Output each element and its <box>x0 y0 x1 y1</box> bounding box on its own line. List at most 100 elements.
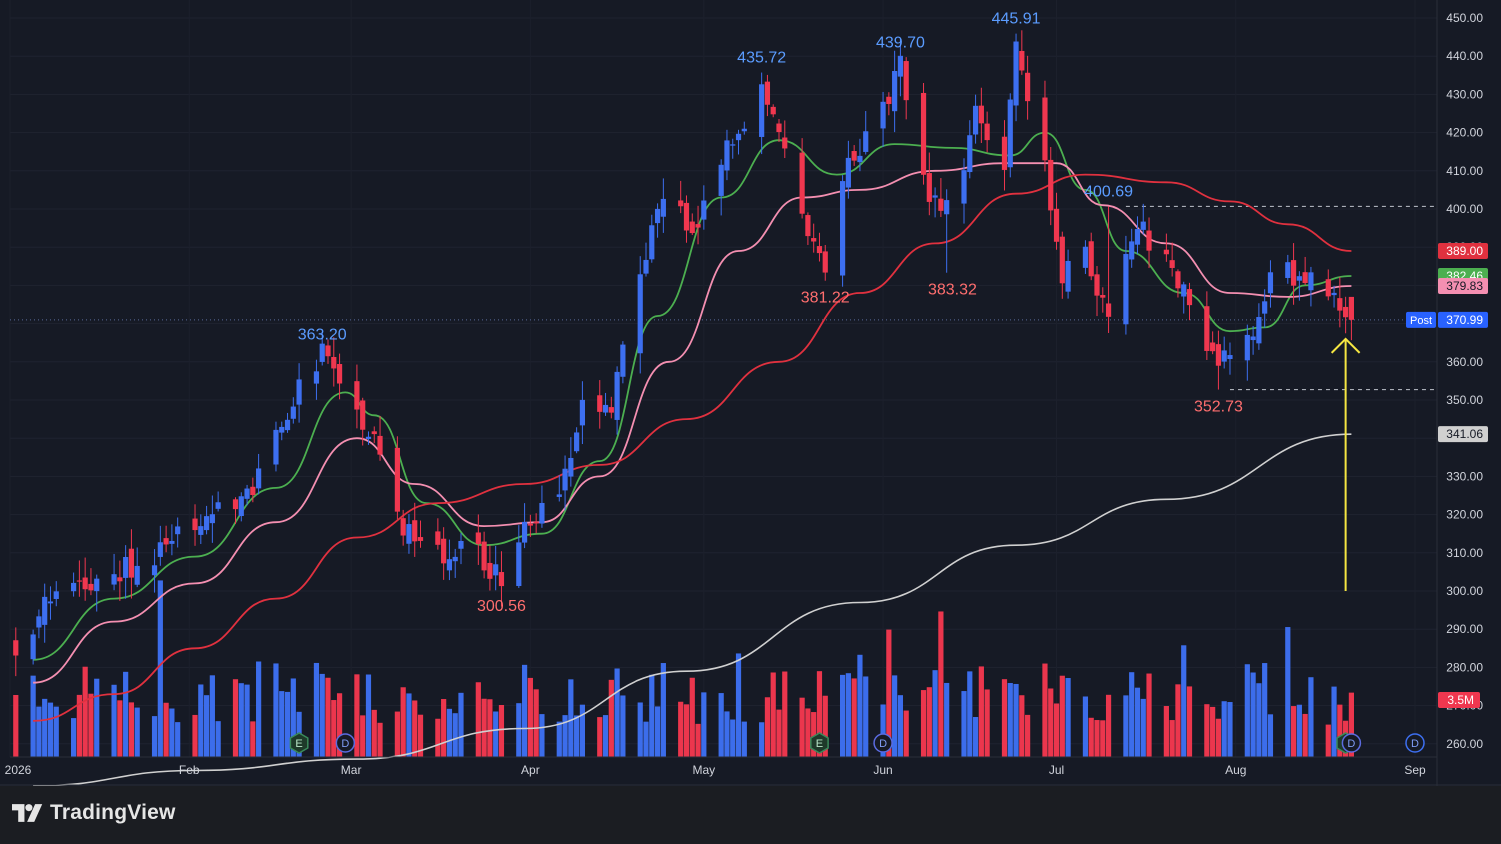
candle <box>1059 231 1065 299</box>
candle <box>371 426 377 444</box>
candle <box>198 514 204 545</box>
time-axis-label: Sep <box>1404 763 1426 777</box>
volume-bar <box>354 674 360 757</box>
candle <box>244 484 250 506</box>
candle <box>978 87 984 143</box>
price-axis-tick-label: 280.00 <box>1446 660 1483 674</box>
volume-bar <box>88 693 94 757</box>
candle <box>839 175 846 287</box>
footer <box>0 786 1501 844</box>
earnings-marker-label: E <box>295 738 302 750</box>
dividend-marker[interactable]: D <box>335 733 356 753</box>
volume-bar <box>1140 698 1146 757</box>
price-axis-tick-label: 330.00 <box>1446 469 1483 483</box>
price-axis-tick-label: 400.00 <box>1446 202 1483 216</box>
candle <box>1042 80 1048 172</box>
dividend-marker[interactable]: D <box>1405 733 1425 753</box>
volume-bar <box>1210 706 1216 757</box>
volume-bar <box>516 703 522 757</box>
volume-bar <box>1042 663 1048 757</box>
volume-bar <box>1065 678 1071 757</box>
volume-bar <box>597 717 603 757</box>
volume-bar <box>984 689 990 757</box>
candle <box>1007 93 1013 178</box>
volume-bar <box>1221 701 1227 757</box>
volume-bar <box>134 707 140 757</box>
volume-bar <box>1123 695 1129 757</box>
candle <box>614 366 620 435</box>
volume-bar <box>435 718 441 757</box>
volume-bar <box>198 684 204 757</box>
volume-bar <box>533 689 539 757</box>
earnings-marker[interactable]: E <box>289 732 309 754</box>
candle <box>394 436 400 520</box>
volume-bar <box>256 661 262 757</box>
candle <box>863 111 869 155</box>
candle <box>944 189 950 273</box>
volume-bar <box>163 702 169 757</box>
x-axis: 2026 Feb Mar Apr May Jun Jul Aug Sep <box>5 763 1426 777</box>
time-axis-label: Jun <box>873 763 892 777</box>
volume-bar <box>215 721 221 757</box>
dividend-marker[interactable]: D <box>1341 733 1362 753</box>
time-axis-label: Jul <box>1049 763 1064 777</box>
volume-bar <box>1001 679 1008 757</box>
candle <box>134 547 140 588</box>
candle <box>1065 249 1071 299</box>
volume-bar <box>1053 703 1060 757</box>
candle <box>1105 206 1112 333</box>
candle <box>851 145 857 166</box>
time-axis-label: May <box>692 763 715 777</box>
tradingview-logo[interactable]: TradingView <box>12 800 176 826</box>
candle <box>1169 242 1175 277</box>
volume-bar <box>42 698 48 757</box>
volume-bar <box>770 672 776 757</box>
volume-bar <box>1088 717 1094 757</box>
time-axis-label: Aug <box>1225 763 1246 777</box>
candle <box>42 583 48 643</box>
volume-bar <box>1163 706 1169 757</box>
candle <box>562 455 568 511</box>
candle <box>360 397 366 446</box>
candle <box>493 545 499 591</box>
candle <box>689 213 695 235</box>
volume-bar <box>1105 694 1112 757</box>
earnings-marker[interactable]: E <box>810 732 829 754</box>
candle <box>487 545 493 591</box>
candle <box>574 427 580 454</box>
candle <box>1019 30 1025 75</box>
volume-bar <box>735 653 742 757</box>
candle <box>759 72 765 155</box>
volume-bar <box>1215 718 1222 757</box>
dividend-marker-label: D <box>341 738 349 750</box>
candle <box>1013 33 1019 122</box>
candle <box>880 91 886 147</box>
price-axis-tick-label: 420.00 <box>1446 126 1483 140</box>
candle <box>539 485 545 528</box>
volume-bar <box>944 682 950 757</box>
volume-bar <box>1325 724 1331 757</box>
price-annotations: 363.20 300.56 435.72 381.22 439.70 383.32 445.… <box>298 11 1243 615</box>
volume-bar <box>689 677 695 757</box>
candle <box>805 212 811 245</box>
candle <box>961 158 967 224</box>
candle <box>967 120 973 179</box>
volume-bar <box>1267 714 1274 757</box>
price-chart[interactable]: 363.20 300.56 435.72 381.22 439.70 383.32 445.… <box>0 0 1501 786</box>
volume-bar <box>169 708 175 757</box>
candle <box>157 525 163 566</box>
candle <box>1227 342 1233 375</box>
volume-bar <box>412 700 418 757</box>
volume-bar <box>371 709 377 757</box>
dividend-marker[interactable]: D <box>873 733 893 753</box>
volume-bar <box>811 712 817 757</box>
candle <box>1094 266 1100 317</box>
volume-bar <box>157 580 163 757</box>
volume-bar <box>331 700 337 757</box>
volume-bar <box>452 713 458 757</box>
candle <box>1221 336 1227 369</box>
price-axis-panel[interactable] <box>1437 0 1501 786</box>
candle <box>319 332 325 366</box>
